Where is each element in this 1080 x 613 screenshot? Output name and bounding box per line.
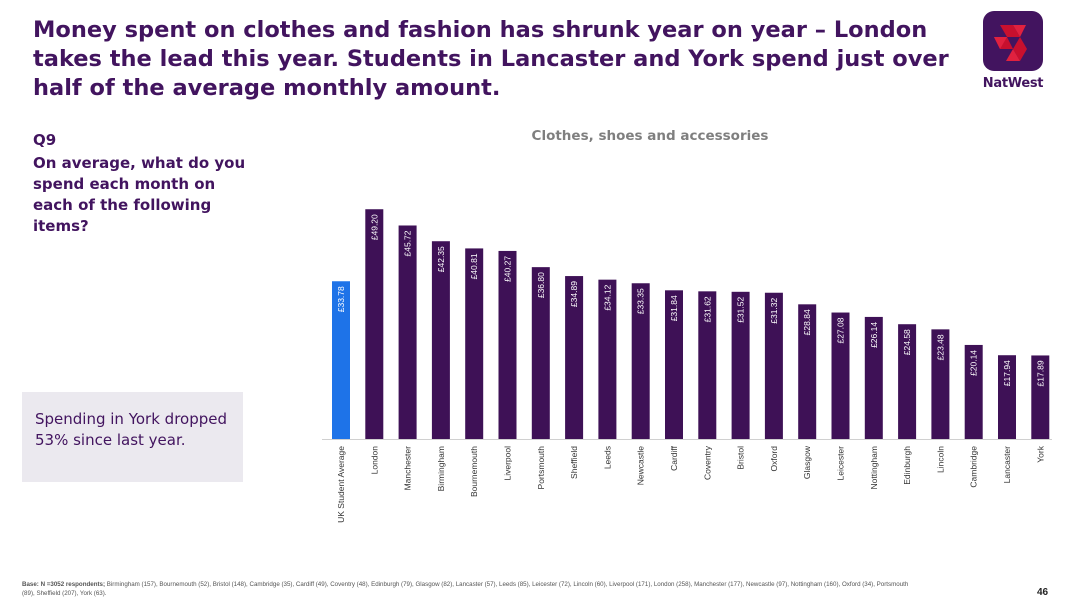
category-label: Bournemouth [469, 446, 479, 497]
bar [998, 355, 1016, 439]
category-label: Cardiff [669, 445, 679, 471]
bar [431, 241, 450, 439]
category-label: Sheffield [569, 446, 579, 479]
bar [931, 329, 950, 439]
category-label: Glasgow [802, 445, 812, 479]
natwest-logo-icon [983, 11, 1043, 71]
category-label: York [1035, 445, 1045, 462]
data-label: £40.27 [503, 256, 513, 282]
category-label: Lancaster [1002, 446, 1012, 483]
category-label: Manchester [403, 446, 413, 491]
data-label: £31.32 [769, 297, 779, 323]
callout-box: Spending in York dropped 53% since last … [22, 392, 243, 482]
chart-title: Clothes, shoes and accessories [531, 128, 769, 144]
data-label: £42.35 [436, 246, 446, 272]
bar [798, 304, 817, 439]
data-label: £27.08 [836, 317, 846, 343]
category-label: Leicester [836, 446, 846, 481]
bar [964, 344, 983, 439]
category-label: Birmingham [436, 446, 446, 491]
bar [898, 324, 917, 439]
bar [565, 276, 584, 439]
category-label: Cambridge [969, 446, 979, 488]
bar [631, 283, 650, 439]
bar [764, 292, 783, 439]
data-label: £24.58 [902, 329, 912, 355]
footnote-text: Birmingham (157), Bournemouth (52), Bris… [22, 581, 909, 597]
natwest-logo: NatWest [978, 10, 1048, 94]
data-label: £31.62 [702, 296, 712, 322]
bar [731, 291, 750, 439]
data-label: £31.84 [669, 295, 679, 321]
data-label: £31.52 [736, 297, 746, 323]
brand-name: NatWest [982, 76, 1044, 91]
category-label: Edinburgh [902, 446, 912, 485]
category-label: Nottingham [869, 446, 879, 489]
callout-text: Spending in York dropped 53% since last … [35, 410, 228, 449]
category-label: Portsmouth [536, 446, 546, 490]
data-label: £45.72 [403, 230, 413, 256]
data-label: £34.12 [602, 284, 612, 310]
bar [465, 248, 484, 439]
footnote-label: Base: N =3052 respondents; [22, 581, 106, 588]
data-label: £20.14 [969, 350, 979, 376]
page-title: Money spent on clothes and fashion has s… [33, 17, 949, 101]
category-label: Coventry [702, 445, 712, 480]
data-label: £34.89 [569, 281, 579, 307]
data-label: £23.48 [935, 334, 945, 360]
category-label: Bristol [736, 446, 746, 470]
category-label: Leeds [602, 446, 612, 469]
data-label: £49.20 [369, 214, 379, 240]
category-label: Liverpool [503, 446, 513, 481]
bar [531, 267, 550, 439]
data-label: £28.84 [802, 309, 812, 335]
bar [598, 279, 617, 439]
bar [398, 225, 417, 439]
category-label: UK Student Average [336, 446, 346, 523]
bar [831, 312, 850, 439]
bar [1031, 355, 1050, 439]
bar [365, 209, 384, 439]
question-text: On average, what do you spend each month… [33, 154, 246, 235]
data-label: £33.78 [336, 286, 346, 312]
bar [332, 281, 350, 439]
bar [698, 291, 717, 439]
category-label: Newcastle [636, 446, 646, 485]
category-label: London [369, 446, 379, 475]
data-label: £17.94 [1002, 360, 1012, 386]
page-number: 46 [1037, 587, 1049, 598]
bar-chart: £33.78 UK Student Average £49.20 London £45.… [322, 209, 1052, 523]
question-code: Q9 [33, 131, 57, 149]
data-label: £40.81 [469, 253, 479, 279]
category-label: Oxford [769, 446, 779, 472]
footnote: Base: N =3052 respondents; Birmingham (1… [22, 580, 922, 598]
bar [864, 316, 883, 439]
category-label: Lincoln [935, 446, 945, 473]
data-label: £33.35 [636, 288, 646, 314]
data-label: £26.14 [869, 322, 879, 348]
data-label: £36.80 [536, 272, 546, 298]
bar [665, 290, 683, 439]
data-label: £17.89 [1035, 360, 1045, 386]
bar [498, 250, 517, 439]
